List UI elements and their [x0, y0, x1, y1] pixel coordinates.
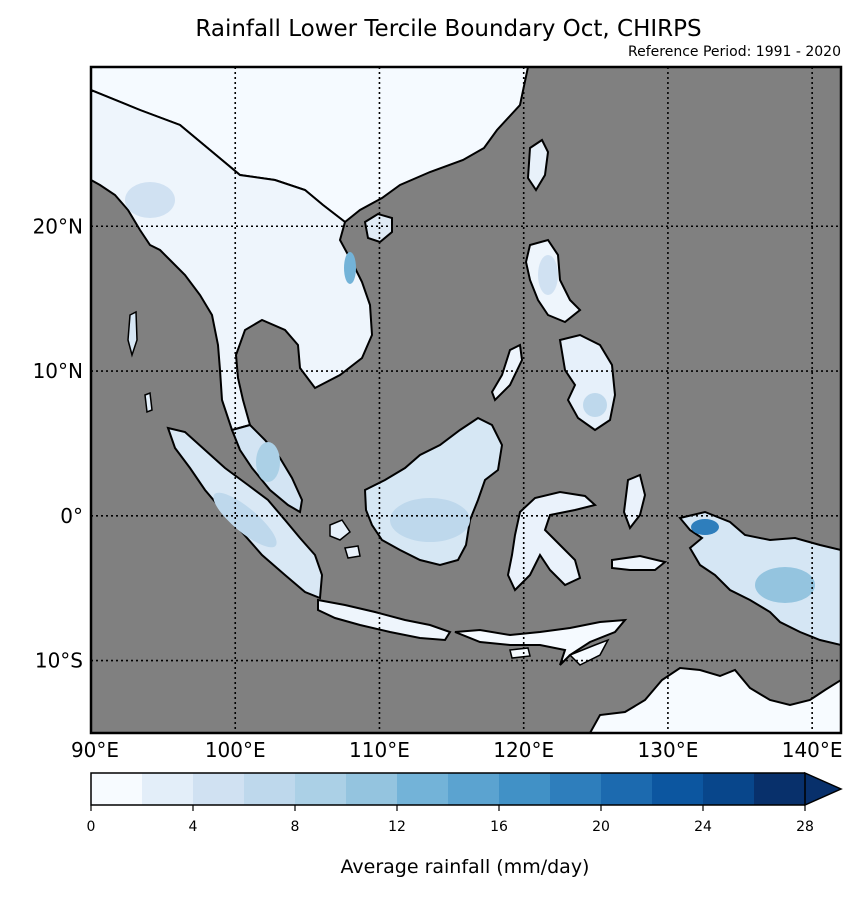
x-tick-label: 140°E — [782, 738, 843, 762]
land-hainan — [363, 212, 393, 244]
colorbar-segment — [601, 773, 653, 805]
colorbar-tick-label: 12 — [388, 819, 406, 835]
land-indochina — [91, 88, 374, 432]
colorbar-segment — [499, 773, 551, 805]
x-tick-label: 110°E — [349, 738, 410, 762]
map-title: Rainfall Lower Tercile Boundary Oct, CHI… — [195, 16, 702, 42]
y-tick-label: 20°N — [33, 214, 83, 238]
colorbar-segment — [91, 773, 143, 805]
colorbar-tick-label: 20 — [592, 819, 610, 835]
y-tick-labels: 20°N 10°N 0° 10°S — [33, 214, 83, 672]
colorbar-segment — [346, 773, 398, 805]
land-australia — [588, 666, 841, 733]
land-lesser-sunda — [454, 618, 628, 666]
colorbar-segment — [550, 773, 602, 805]
land-bangka — [329, 519, 352, 541]
land-sulawesi — [506, 490, 598, 592]
rain-patch-new-guinea-north — [691, 519, 719, 535]
colorbar-segment — [448, 773, 500, 805]
reference-period: Reference Period: 1991 - 2020 — [628, 44, 841, 60]
rain-patch-myanmar — [125, 182, 175, 218]
x-tick-labels: 90°E 100°E 110°E 120°E 130°E 140°E — [71, 738, 843, 762]
colorbar-frame — [90, 772, 805, 806]
rain-patch-new-guinea-central — [755, 567, 815, 603]
land-java — [317, 598, 452, 642]
map-frame — [89, 65, 843, 735]
land-seram — [611, 554, 668, 571]
land-timor — [568, 638, 610, 666]
colorbar-segment — [703, 773, 755, 805]
colorbar-segment — [397, 773, 449, 805]
land-andaman — [127, 310, 138, 358]
land-layer — [91, 67, 841, 733]
land-palawan — [490, 343, 524, 402]
rain-patch-borneo — [390, 498, 470, 542]
colorbar-tick-label: 24 — [694, 819, 712, 835]
colorbar-tick-label: 16 — [490, 819, 508, 835]
colorbar-segment — [193, 773, 245, 805]
x-tick-label: 130°E — [638, 738, 699, 762]
y-tick-label: 10°S — [35, 649, 83, 673]
colorbar-segment — [754, 773, 806, 805]
colorbar-tick-label: 0 — [87, 819, 96, 835]
colorbar-tick-label: 4 — [189, 819, 198, 835]
colorbar-tick-label: 8 — [291, 819, 300, 835]
colorbar-extend-arrow — [804, 771, 843, 807]
x-tick-label: 120°E — [493, 738, 554, 762]
land-taiwan — [526, 138, 550, 192]
y-tick-label: 0° — [60, 504, 83, 528]
colorbar: 0 4 8 12 16 20 24 28 — [87, 771, 843, 835]
rain-patch-sumatra — [213, 492, 277, 548]
colorbar-label: Average rainfall (mm/day) — [341, 856, 590, 878]
rain-patch-luzon — [538, 255, 558, 295]
land-halmahera — [622, 473, 647, 531]
x-tick-label: 90°E — [71, 738, 119, 762]
rain-patch-mindanao — [583, 393, 607, 417]
land-sumba — [509, 647, 531, 659]
colorbar-tick-label: 28 — [796, 819, 814, 835]
x-tick-label: 100°E — [205, 738, 266, 762]
gridlines — [91, 67, 841, 733]
colorbar-segment — [142, 773, 194, 805]
colorbar-segment — [244, 773, 296, 805]
rain-patch-malaysia — [256, 442, 280, 482]
colorbar-segment — [295, 773, 347, 805]
land-belitung — [344, 545, 361, 559]
y-tick-label: 10°N — [33, 359, 83, 383]
rain-patch-vietnam-coast — [344, 252, 356, 284]
colorbar-segment — [652, 773, 704, 805]
land-nicobar — [144, 391, 153, 414]
